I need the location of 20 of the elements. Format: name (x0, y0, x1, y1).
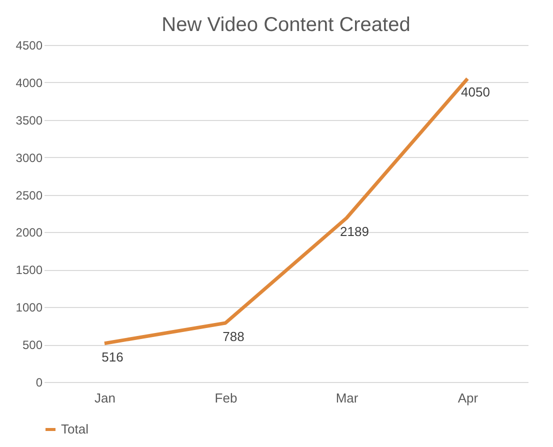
y-tick-label: 4500 (16, 38, 43, 52)
y-tick-label: 3500 (16, 113, 43, 128)
data-label: 788 (222, 328, 244, 344)
x-tick-label: Mar (336, 390, 359, 406)
x-tick-label: Jan (94, 390, 116, 406)
data-label: 516 (102, 349, 124, 364)
legend-label: Total (61, 422, 89, 436)
y-tick-label: 1500 (16, 263, 43, 278)
data-label: 4050 (461, 84, 490, 100)
y-tick-label: 2000 (16, 226, 43, 240)
x-tick-label: Feb (214, 390, 238, 406)
data-label: 2189 (340, 224, 369, 240)
chart-title: New Video Content Created (162, 14, 410, 36)
y-tick-label: 2500 (16, 188, 43, 202)
y-tick-label: 500 (22, 338, 43, 352)
y-tick-label: 4000 (16, 76, 43, 90)
x-tick-label: Apr (458, 390, 479, 406)
y-tick-label: 1000 (16, 300, 43, 315)
y-tick-label: 3000 (16, 150, 43, 165)
y-tick-label: 0 (36, 376, 43, 390)
